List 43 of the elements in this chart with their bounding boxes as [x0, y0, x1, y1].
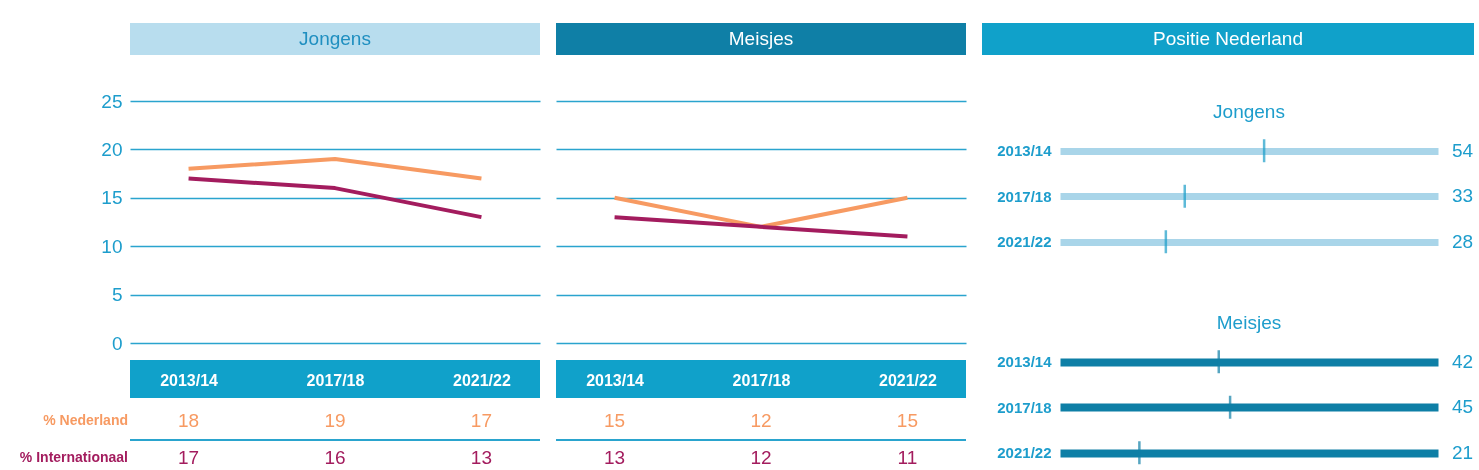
x-tick-label: 2013/14 [160, 371, 219, 389]
data-label: 16 [324, 447, 346, 468]
y-tick-label: 10 [101, 235, 123, 257]
y-tick-label: 0 [111, 332, 123, 354]
data-label: 15 [604, 410, 626, 431]
y-tick-label: 25 [101, 90, 123, 112]
category-label: 2021/22 [997, 233, 1052, 251]
data-label: 12 [750, 410, 772, 431]
text: Positie Nederland [1153, 28, 1303, 50]
legend-label: Jongens [1213, 101, 1285, 122]
category-label: 2013/14 [997, 142, 1053, 160]
chart-title: Jongens [299, 28, 371, 50]
data-label: 13 [470, 447, 492, 468]
y-tick-label: 5 [111, 284, 123, 306]
category-label: 2017/18 [997, 398, 1052, 416]
category-label: 2013/14 [997, 353, 1052, 371]
data-label: 19 [324, 410, 346, 431]
data-label: 45 [1452, 396, 1474, 418]
x-tick-label: 2017/18 [306, 371, 365, 389]
data-label: 42 [1452, 350, 1474, 372]
x-tick-label: 2021/22 [453, 371, 511, 389]
text: % Nederland [43, 412, 128, 428]
data-label: 54 [1452, 139, 1474, 161]
data-label: 12 [750, 447, 772, 468]
chart-title: Meisjes [728, 28, 794, 50]
y-tick-label: 15 [101, 187, 123, 209]
category-label: 2017/18 [997, 187, 1052, 205]
category-label: 2021/22 [997, 444, 1052, 462]
x-tick-label: 2017/18 [732, 371, 791, 389]
x-tick-label: 2013/14 [586, 371, 645, 389]
x-tick-label: 2021/22 [879, 371, 937, 389]
data-label: 21 [1452, 441, 1474, 463]
data-label: 11 [897, 447, 918, 468]
data-label: 33 [1452, 185, 1474, 207]
legend-label: Meisjes [1216, 312, 1282, 333]
data-label: 28 [1452, 230, 1474, 252]
data-label: 15 [896, 410, 918, 431]
data-label: 17 [470, 410, 492, 431]
y-tick-label: 20 [101, 138, 123, 160]
data-label: 13 [604, 447, 626, 468]
data-label: 17 [178, 447, 200, 468]
text: % Internationaal [19, 449, 128, 465]
data-label: 18 [178, 410, 200, 431]
